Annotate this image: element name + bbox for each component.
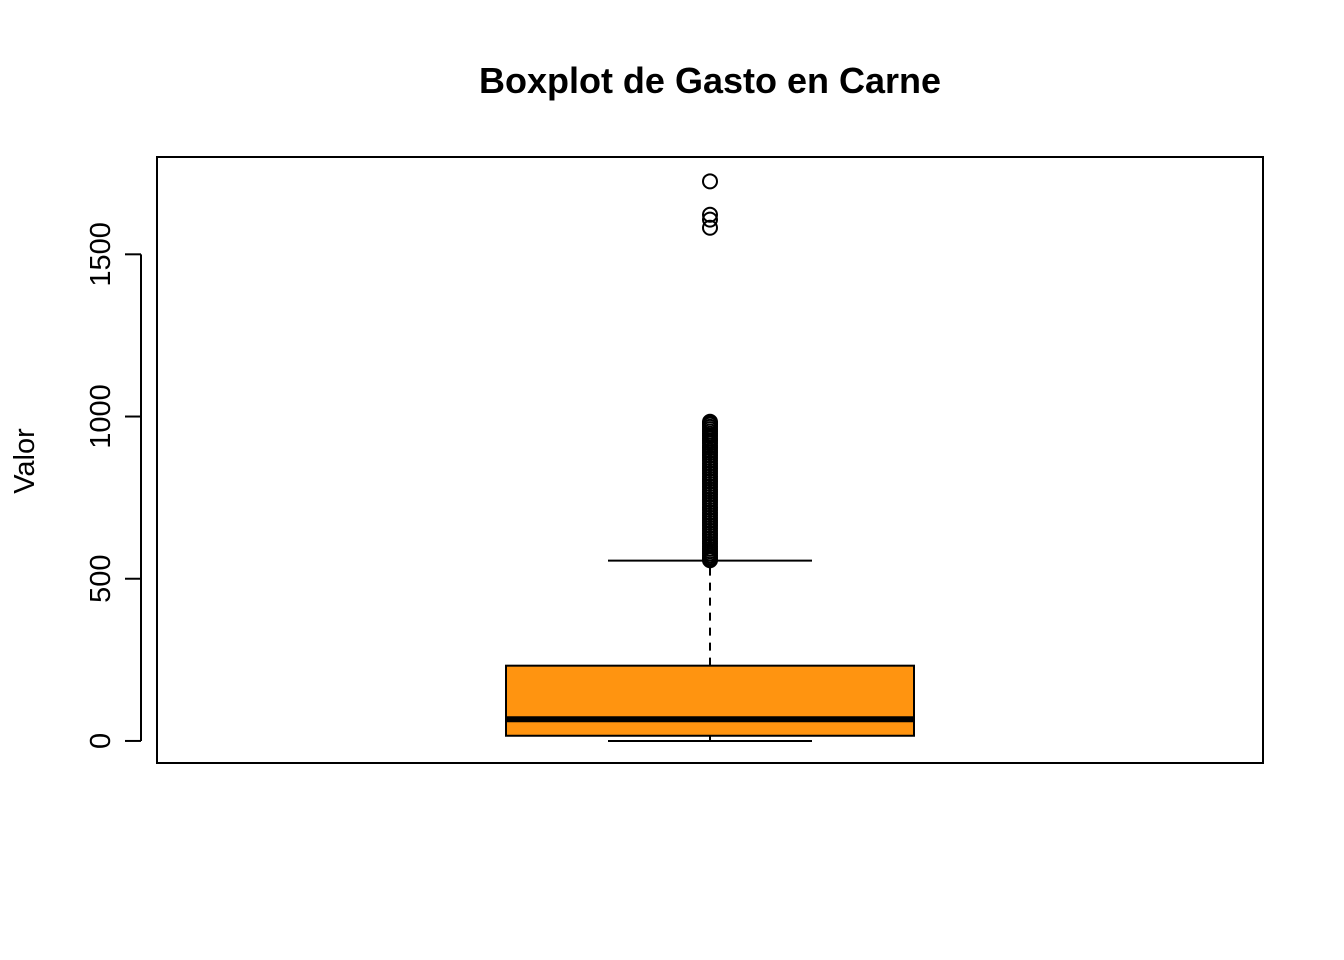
iqr-box [505,664,915,737]
boxes-layer [505,559,915,742]
outlier-point [702,173,718,190]
y-axis-label: Valor [9,428,41,494]
chart-title: Boxplot de Gasto en Carne [479,60,941,101]
y-axis: 0 500 1000 1500 [85,222,142,749]
plot-frame [156,156,1264,764]
outlier-point [702,206,718,223]
y-tick-label: 1500 [85,222,117,287]
y-tick-label: 0 [85,733,117,749]
outliers-layer [702,173,718,569]
outlier-point [702,219,718,236]
y-tick-label: 1000 [85,384,117,449]
y-tick-label: 500 [85,555,117,603]
outlier-point [702,552,718,569]
outlier-point [702,211,718,228]
